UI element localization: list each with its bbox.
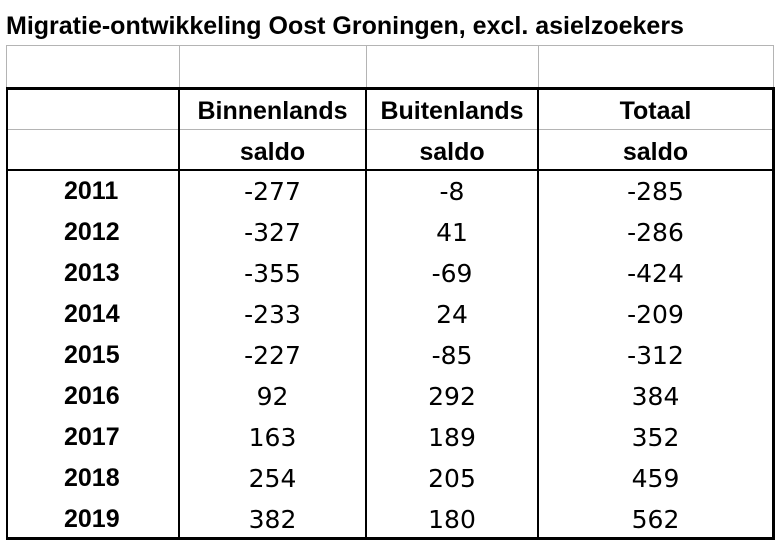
row-year: 2012 xyxy=(64,218,120,246)
column-divider xyxy=(537,87,539,540)
row-value-totaal: 459 xyxy=(631,464,680,493)
row-value-binnen: 163 xyxy=(248,423,297,452)
row-value-buiten: 205 xyxy=(428,464,476,493)
row-value-binnen: -277 xyxy=(244,177,301,206)
row-value-binnen: 254 xyxy=(248,464,297,493)
row-value-totaal: -209 xyxy=(627,300,684,329)
row-value-totaal: 384 xyxy=(631,382,680,411)
row-value-totaal: 562 xyxy=(631,505,680,534)
row-year: 2015 xyxy=(64,341,120,369)
table-border-header-bottom xyxy=(6,169,775,171)
row-value-totaal: -285 xyxy=(627,177,684,206)
table-border-top xyxy=(6,87,775,90)
row-value-buiten: -8 xyxy=(439,177,465,206)
row-value-buiten: 292 xyxy=(428,382,476,411)
gridline xyxy=(6,45,7,88)
row-year: 2011 xyxy=(64,177,119,205)
row-year: 2014 xyxy=(64,300,120,328)
row-value-binnen: 382 xyxy=(248,505,297,534)
gridline xyxy=(366,45,367,88)
table-border-left xyxy=(6,87,8,540)
row-value-buiten: 189 xyxy=(428,423,476,452)
header-binnenlands-saldo: saldo xyxy=(239,138,306,166)
row-value-totaal: -312 xyxy=(627,341,684,370)
header-buitenlands-saldo: saldo xyxy=(419,138,485,166)
gridline xyxy=(538,45,539,88)
row-value-totaal: -424 xyxy=(627,259,684,288)
header-totaal: Totaal xyxy=(619,97,692,125)
column-divider xyxy=(178,87,180,540)
table-title: Migratie-ontwikkeling Oost Groningen, ex… xyxy=(6,12,684,40)
gridline xyxy=(773,45,774,88)
row-year: 2016 xyxy=(64,382,120,410)
row-value-binnen: 92 xyxy=(256,382,289,411)
header-buitenlands: Buitenlands xyxy=(380,97,524,125)
gridline xyxy=(179,45,180,88)
gridline xyxy=(6,45,774,46)
gridline xyxy=(6,129,774,130)
row-value-binnen: -327 xyxy=(244,218,301,247)
row-value-binnen: -233 xyxy=(244,300,301,329)
row-year: 2013 xyxy=(64,259,120,287)
row-year: 2017 xyxy=(64,423,120,451)
row-value-binnen: -227 xyxy=(244,341,301,370)
row-value-buiten: -85 xyxy=(431,341,473,370)
row-value-totaal: 352 xyxy=(631,423,680,452)
row-value-buiten: 41 xyxy=(436,218,468,247)
header-totaal-saldo: saldo xyxy=(622,138,689,166)
column-divider xyxy=(365,87,367,540)
row-value-buiten: 24 xyxy=(436,300,468,329)
row-value-totaal: -286 xyxy=(627,218,684,247)
row-year: 2018 xyxy=(64,464,120,492)
table-border-right xyxy=(772,87,775,540)
row-year: 2019 xyxy=(64,505,120,533)
row-value-binnen: -355 xyxy=(244,259,301,288)
header-binnenlands: Binnenlands xyxy=(197,97,348,125)
row-value-buiten: 180 xyxy=(428,505,476,534)
row-value-buiten: -69 xyxy=(431,259,473,288)
table-border-bottom xyxy=(6,537,775,540)
